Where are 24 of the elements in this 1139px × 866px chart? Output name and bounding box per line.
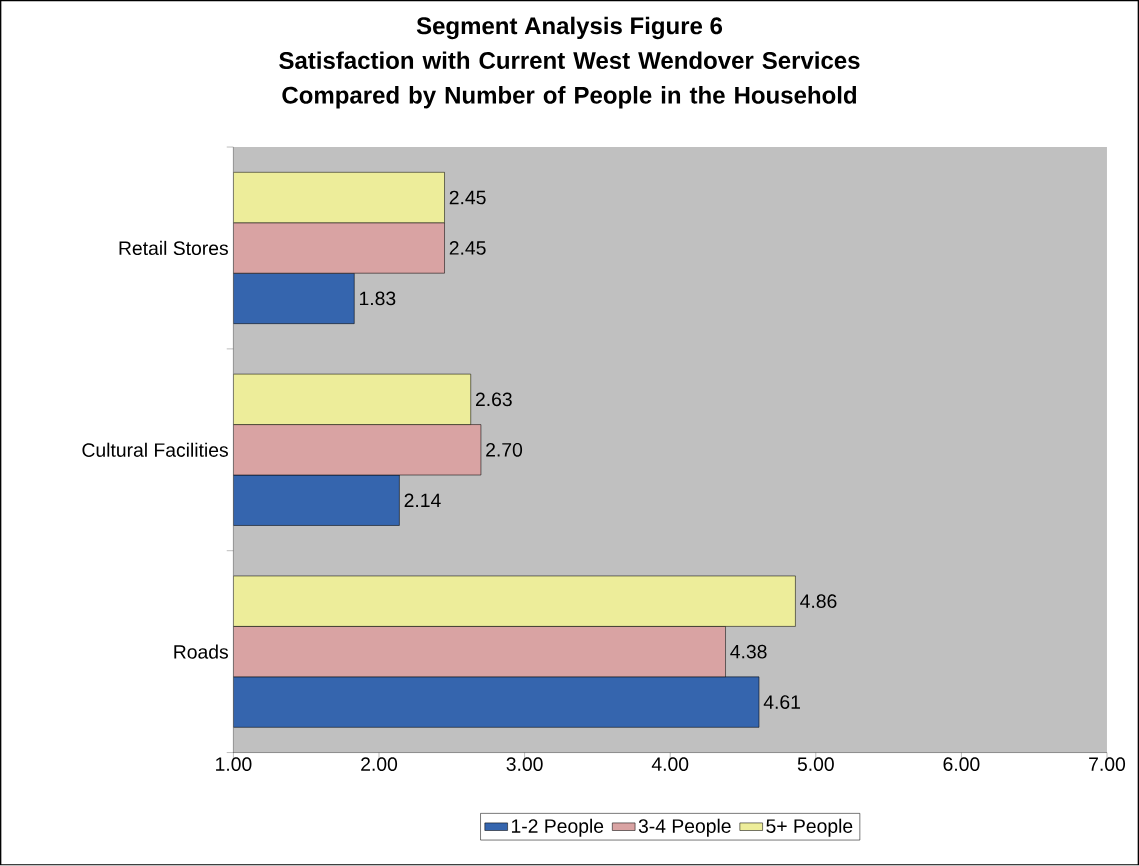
x-tick-label: 7.00: [1089, 757, 1126, 772]
legend-label: 5+ People: [766, 818, 853, 837]
data-label: 2.70: [486, 443, 523, 457]
y-tick-label: Roads: [174, 644, 228, 659]
data-label: 4.86: [800, 594, 837, 609]
x-tick-label: 3.00: [506, 757, 543, 772]
x-tick-label: 5.00: [797, 757, 834, 772]
legend-label: 3-4 People: [638, 818, 731, 837]
x-tick-label: 4.00: [651, 757, 689, 772]
data-label: 4.61: [763, 695, 800, 710]
x-tick-label: 2.00: [361, 757, 398, 772]
data-label: 4.38: [730, 644, 767, 659]
data-label: 2.45: [449, 241, 486, 256]
data-label: 2.45: [449, 190, 486, 205]
x-tick-label: 6.00: [943, 757, 980, 772]
chart-subtitle: Satisfaction with Current West Wendover Services Compared by Number of People in the Household: [279, 51, 860, 109]
y-tick-label: Retail Stores: [119, 241, 228, 256]
data-label: 1.83: [359, 291, 396, 306]
data-label: 2.14: [404, 493, 441, 508]
legend-label: 1-2 People: [511, 818, 604, 837]
chart-title: Segment Analysis Figure 6: [416, 16, 723, 40]
x-tick-label: 1.00: [216, 757, 252, 772]
y-tick-label: Cultural Facilities: [82, 442, 228, 458]
data-label: 2.63: [475, 392, 512, 407]
